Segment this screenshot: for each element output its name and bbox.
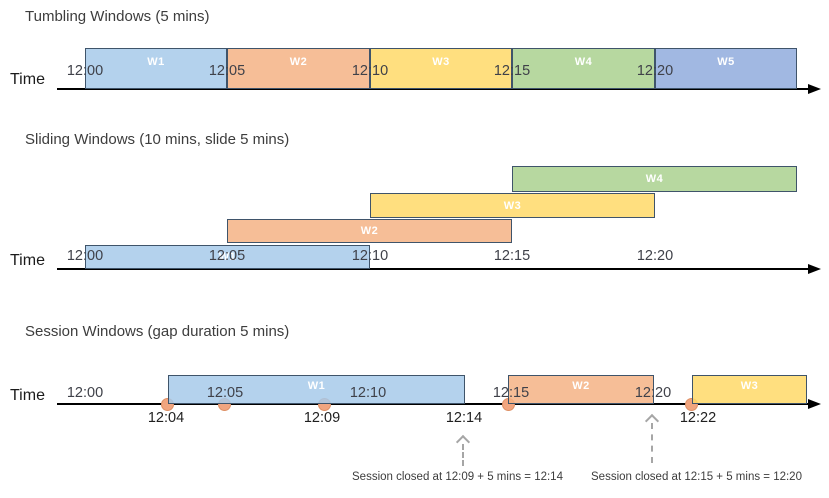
window-fill [228,220,511,242]
window-fill [371,49,511,88]
event-label-1214: 12:14 [445,410,483,426]
window-label: W3 [432,56,450,68]
window-fill [656,49,796,88]
sliding-tick-1205: 12:05 [208,248,246,264]
tumbling-window-w4: W4 [512,48,655,89]
sliding-title: Sliding Windows (10 mins, slide 5 mins) [25,131,290,148]
session-window-w3: W3 [692,375,807,404]
tumbling-window-w3: W3 [370,48,512,89]
session-window-w2: W2 [508,375,654,404]
tumbling-window-w5: W5 [655,48,797,89]
window-label: W1 [218,251,237,263]
window-label: W2 [289,56,308,68]
window-fill [86,49,226,88]
window-label: W2 [572,380,590,392]
session-tick-1220: 12:20 [634,385,672,401]
window-label: W2 [360,225,379,237]
dashed-arrow-shaft [651,423,653,463]
sliding-window-w1: W1 [85,245,370,269]
session-tick-1200: 12:00 [66,385,104,401]
sliding-tick-1210: 12:10 [351,248,389,264]
session-tick-1205: 12:05 [206,385,244,401]
session-tick-1210: 12:10 [349,385,387,401]
window-fill [509,376,653,403]
window-label: W3 [740,380,759,392]
sliding-tick-1220: 12:20 [636,248,674,264]
tumbling-window-w1: W1 [85,48,227,89]
event-label-1222: 12:22 [679,410,717,426]
tumbling-title: Tumbling Windows (5 mins) [25,8,210,25]
window-fill [371,194,654,217]
tumbling-tick-1200: 12:00 [66,63,104,79]
sliding-window-w3: W3 [370,193,655,218]
session-annotation-1: Session closed at 12:09 + 5 mins = 12:14 [352,471,563,483]
window-fill [169,376,464,403]
tumbling-time-axis [57,88,808,90]
session-title: Session Windows (gap duration 5 mins) [25,323,290,340]
tumbling-axis-arrowhead-icon [808,84,821,94]
tumbling-time-axis-label: Time [10,71,45,88]
tumbling-window-w2: W2 [227,48,370,89]
window-fill [513,49,654,88]
sliding-window-w4: W4 [512,166,797,192]
window-label: W3 [503,199,522,212]
sliding-time-axis-label: Time [10,252,45,269]
sliding-tick-1200: 12:00 [66,248,104,264]
session-window-w1: W1 [168,375,465,404]
window-label: W4 [645,173,664,185]
session-tick-1215: 12:15 [492,385,530,401]
window-label: W1 [307,380,326,392]
sliding-window-w2: W2 [227,219,512,243]
event-label-1204: 12:04 [147,410,185,426]
dashed-arrow-shaft [462,444,464,466]
window-fill [228,49,369,88]
window-label: W5 [717,56,735,68]
session-axis-arrowhead-icon [808,399,821,409]
tumbling-tick-1220: 12:20 [636,63,674,79]
window-fill [86,246,369,268]
tumbling-tick-1215: 12:15 [493,63,531,79]
sliding-tick-1215: 12:15 [493,248,531,264]
sliding-time-axis [57,268,808,270]
event-label-1209: 12:09 [303,410,341,426]
window-label: W1 [147,56,165,68]
session-annotation-2: Session closed at 12:15 + 5 mins = 12:20 [591,471,802,483]
window-label: W4 [574,56,593,68]
window-fill [693,376,806,403]
tumbling-tick-1210: 12:10 [351,63,389,79]
window-fill [513,167,796,191]
sliding-axis-arrowhead-icon [808,264,821,274]
session-time-axis-label: Time [10,387,45,404]
session-time-axis [57,403,808,405]
tumbling-tick-1205: 12:05 [208,63,246,79]
